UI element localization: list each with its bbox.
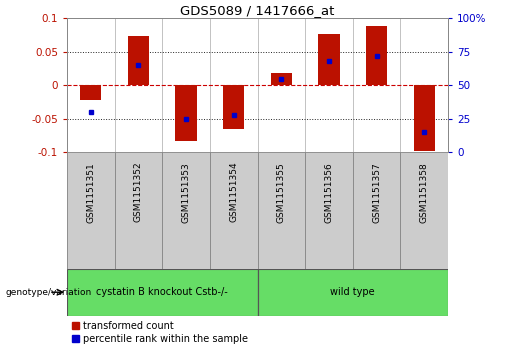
- Bar: [366, 26, 387, 85]
- Text: wild type: wild type: [331, 287, 375, 297]
- Bar: [258, 269, 448, 316]
- Bar: [175, 85, 197, 141]
- Bar: [128, 36, 149, 85]
- Bar: [353, 152, 401, 269]
- Text: genotype/variation: genotype/variation: [5, 288, 91, 297]
- Bar: [318, 34, 340, 85]
- Bar: [223, 85, 245, 129]
- Bar: [114, 152, 162, 269]
- Bar: [305, 152, 353, 269]
- Text: GSM1151358: GSM1151358: [420, 162, 428, 223]
- Bar: [414, 85, 435, 151]
- Bar: [270, 73, 292, 85]
- Bar: [80, 85, 101, 100]
- Text: GSM1151352: GSM1151352: [134, 162, 143, 223]
- Title: GDS5089 / 1417666_at: GDS5089 / 1417666_at: [180, 4, 335, 17]
- Bar: [67, 269, 258, 316]
- Bar: [67, 152, 115, 269]
- Text: GSM1151355: GSM1151355: [277, 162, 286, 223]
- Text: GSM1151356: GSM1151356: [324, 162, 333, 223]
- Text: GSM1151354: GSM1151354: [229, 162, 238, 223]
- Legend: transformed count, percentile rank within the sample: transformed count, percentile rank withi…: [72, 321, 248, 344]
- Bar: [258, 152, 305, 269]
- Text: GSM1151357: GSM1151357: [372, 162, 381, 223]
- Text: GSM1151351: GSM1151351: [87, 162, 95, 223]
- Bar: [162, 152, 210, 269]
- Text: cystatin B knockout Cstb-/-: cystatin B knockout Cstb-/-: [96, 287, 228, 297]
- Text: GSM1151353: GSM1151353: [182, 162, 191, 223]
- Bar: [210, 152, 258, 269]
- Bar: [401, 152, 448, 269]
